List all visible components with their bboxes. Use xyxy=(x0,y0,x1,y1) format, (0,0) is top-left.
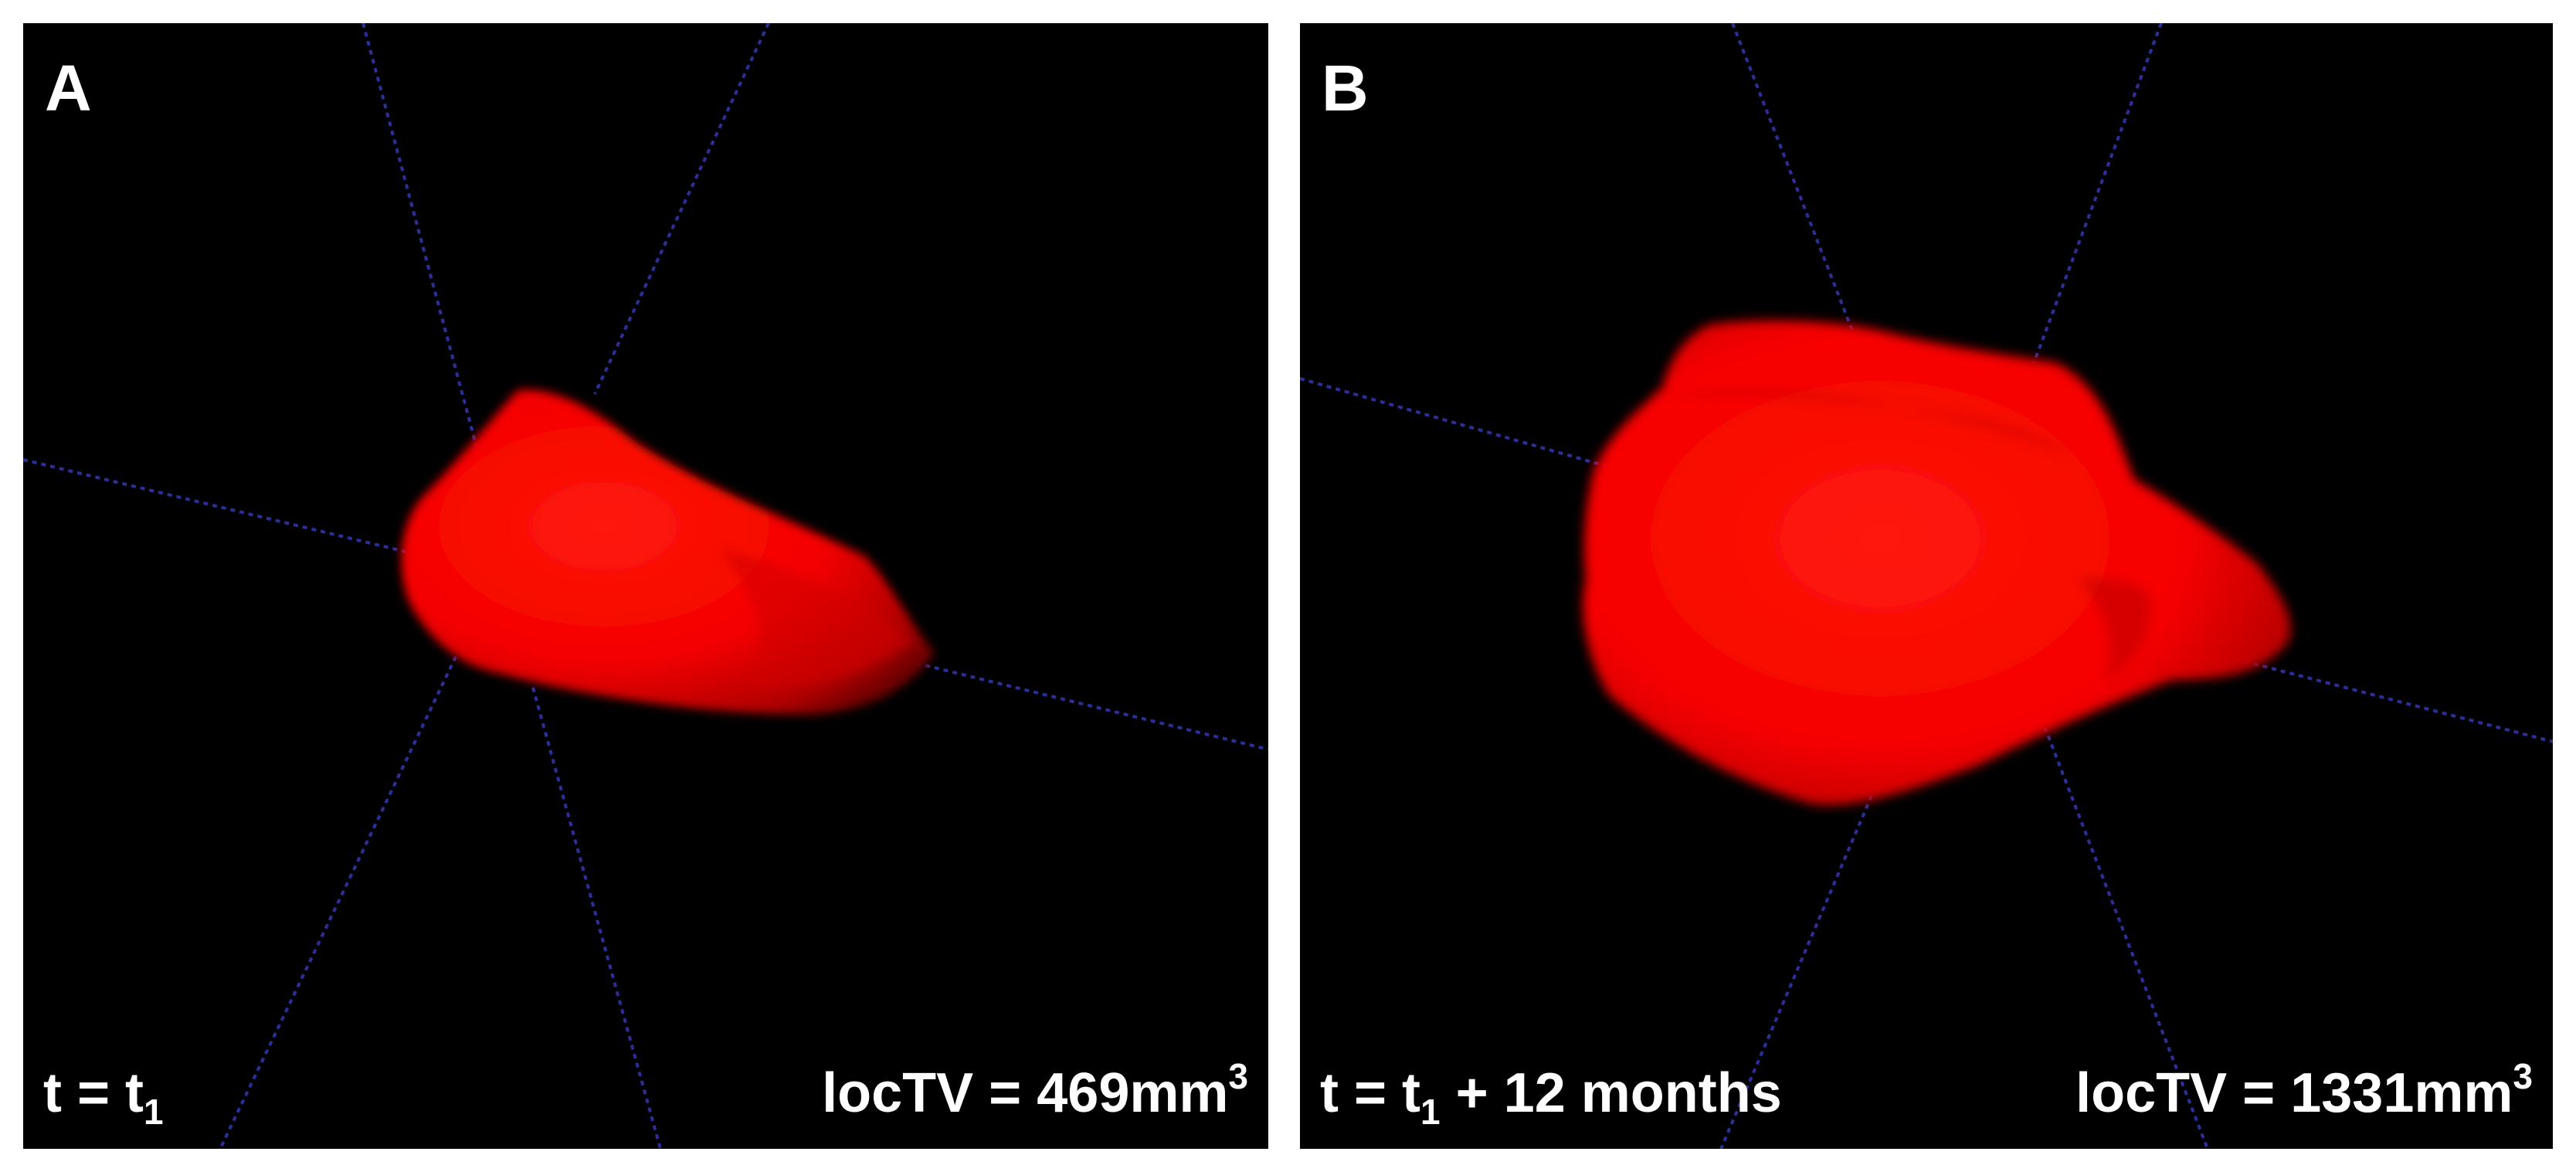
time-label-subscript: 1 xyxy=(1420,1092,1441,1132)
panel-a: A t = t1 locTV = 469mm3 xyxy=(23,23,1268,1149)
axis-line xyxy=(593,23,770,395)
time-label-prefix: t = t xyxy=(1320,1062,1421,1124)
axis-line xyxy=(1300,377,1625,473)
panel-a-rendering xyxy=(23,23,1268,1149)
axis-line xyxy=(2040,718,2209,1149)
axis-line xyxy=(1731,23,1912,480)
panel-b-rendering xyxy=(1300,23,2553,1149)
panel-b-volume-label: locTV = 1331mm3 xyxy=(2075,1058,2533,1124)
axis-line xyxy=(23,458,426,558)
axis-line xyxy=(531,687,662,1149)
axis-line xyxy=(219,656,457,1149)
volume-label-text: locTV = 469mm xyxy=(822,1062,1229,1124)
panel-b-time-label: t = t1 + 12 months xyxy=(1320,1062,1782,1130)
axis-line xyxy=(2226,655,2553,743)
panel-b-letter: B xyxy=(1322,52,1369,124)
axis-line xyxy=(361,23,480,457)
axis-line xyxy=(2032,23,2163,364)
panel-a-time-label: t = t1 xyxy=(43,1062,164,1130)
time-label-suffix: + 12 months xyxy=(1440,1062,1782,1124)
volume-label-superscript: 3 xyxy=(1228,1056,1248,1096)
tumor-volume xyxy=(1583,320,2291,805)
volume-label-text: locTV = 1331mm xyxy=(2075,1062,2513,1124)
volume-label-superscript: 3 xyxy=(2513,1056,2533,1096)
time-label-prefix: t = t xyxy=(43,1062,144,1124)
axis-lines xyxy=(1300,23,2553,1149)
time-label-subscript: 1 xyxy=(144,1092,164,1132)
panel-b: B t = t1 + 12 months locTV = 1331mm3 xyxy=(1300,23,2553,1149)
tumor-volume xyxy=(401,389,935,715)
panel-a-volume-label: locTV = 469mm3 xyxy=(822,1058,1248,1124)
panel-a-letter: A xyxy=(45,52,92,124)
axis-lines xyxy=(23,23,1268,1149)
